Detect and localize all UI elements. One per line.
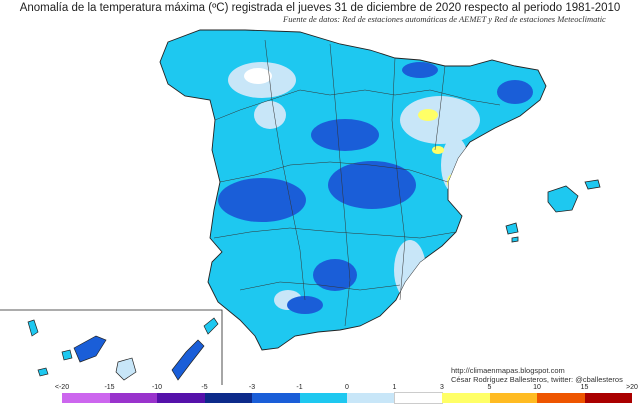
- legend-swatch: [584, 393, 632, 403]
- legend-tick-label: >20: [626, 384, 638, 391]
- legend-tick-label: -10: [151, 384, 163, 391]
- la-palma-island: [27, 319, 39, 337]
- positive-spot-teruel: [432, 146, 444, 154]
- gran-canaria-island: [115, 357, 137, 381]
- legend-swatch: [299, 393, 347, 403]
- legend-swatch: [537, 393, 585, 403]
- positive-spot-castellon: [447, 174, 459, 190]
- legend-tick-label: <-20: [54, 384, 70, 391]
- positive-spot-ebro: [418, 109, 438, 121]
- mallorca-island: [547, 185, 579, 213]
- pale-area-northwest-core: [244, 68, 272, 84]
- formentera-island: [511, 236, 519, 243]
- legend-tick-label: 10: [533, 384, 541, 391]
- legend-swatch: [62, 393, 110, 403]
- la-gomera-island: [61, 349, 73, 361]
- legend-swatch: [204, 393, 252, 403]
- canaries-inset-frame: [0, 309, 223, 385]
- lanzarote-island: [203, 317, 219, 335]
- legend-swatch: [393, 392, 443, 404]
- credit-author: César Rodríguez Ballesteros, twitter: @c…: [451, 375, 623, 384]
- el-hierro-island: [37, 367, 49, 377]
- pale-area-aragon: [441, 137, 469, 193]
- pale-area-ebro: [400, 96, 480, 144]
- credit-blog-url: http://climaenmapas.blogspot.com: [451, 366, 565, 375]
- menorca-island: [584, 179, 601, 190]
- cold-area-extremadura: [218, 178, 306, 222]
- cold-area-guadalquivir: [287, 296, 323, 314]
- legend-tick-label: -3: [248, 384, 256, 391]
- anomaly-map: [0, 29, 601, 385]
- color-legend: <-20 -15 -10 -5 -3 -1 0 1 3 5 10 15 >20: [55, 384, 638, 405]
- map-subtitle: Fuente de datos: Red de estaciones autom…: [283, 14, 606, 24]
- legend-tick-label: -15: [104, 384, 115, 391]
- legend-swatch: [109, 393, 157, 403]
- tenerife-island: [73, 335, 107, 363]
- ibiza-island: [505, 222, 519, 235]
- map-title: Anomalía de la temperatura máxima (ºC) r…: [19, 2, 621, 14]
- fuerteventura-island: [171, 339, 205, 381]
- legend-tick-label: -5: [201, 384, 208, 391]
- province-borders: [213, 39, 501, 327]
- legend-tick-label: 15: [580, 384, 589, 391]
- legend-swatch: [442, 393, 490, 403]
- legend-tick-label: 1: [392, 384, 397, 391]
- pale-area-west: [254, 101, 286, 129]
- legend-tick-label: 0: [345, 384, 349, 391]
- cold-area-northeast: [497, 80, 533, 104]
- cold-area-castilla: [311, 119, 379, 151]
- legend-tick-label: -1: [296, 384, 303, 391]
- cold-area-meseta: [328, 161, 416, 209]
- legend-tick-label: 3: [440, 384, 444, 391]
- legend-swatch: [252, 393, 300, 403]
- legend-swatch: [347, 393, 395, 403]
- legend-tick-label: 5: [487, 384, 492, 391]
- legend-swatch: [489, 393, 537, 403]
- cold-area-jaen: [313, 259, 357, 291]
- cold-area-north: [402, 62, 438, 78]
- pale-area-southeast: [394, 240, 426, 300]
- legend-swatch: [157, 393, 205, 403]
